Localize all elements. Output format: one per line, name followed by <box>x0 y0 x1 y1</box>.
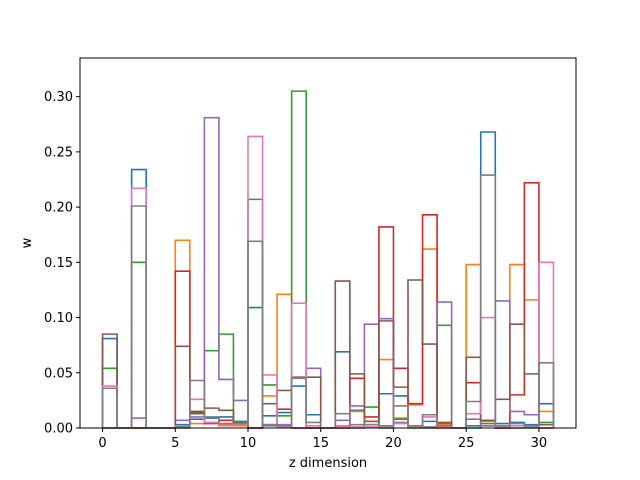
x-tick-label: 30 <box>531 436 548 451</box>
x-tick-label: 15 <box>312 436 329 451</box>
x-tick-label: 20 <box>385 436 402 451</box>
x-axis-ticks: 0 5 10 15 20 25 30 <box>98 428 547 451</box>
plot-area <box>80 58 576 428</box>
y-tick-label: 0.05 <box>44 366 73 381</box>
y-tick-label: 0.10 <box>44 311 73 326</box>
y-axis-ticks: 0.00 0.05 0.10 0.15 0.20 0.25 0.30 <box>44 90 80 437</box>
y-axis-label: w <box>20 237 35 248</box>
y-tick-label: 0.20 <box>44 201 73 216</box>
x-axis-label: z dimension <box>289 456 367 471</box>
x-tick-label: 10 <box>240 436 257 451</box>
x-tick-label: 0 <box>98 436 106 451</box>
y-tick-label: 0.30 <box>44 90 73 105</box>
axes-frame <box>79 57 577 429</box>
y-tick-label: 0.25 <box>44 145 73 160</box>
y-tick-label: 0.15 <box>44 256 73 271</box>
y-tick-label: 0.00 <box>44 422 73 437</box>
x-tick-label: 5 <box>171 436 179 451</box>
x-tick-label: 25 <box>458 436 475 451</box>
